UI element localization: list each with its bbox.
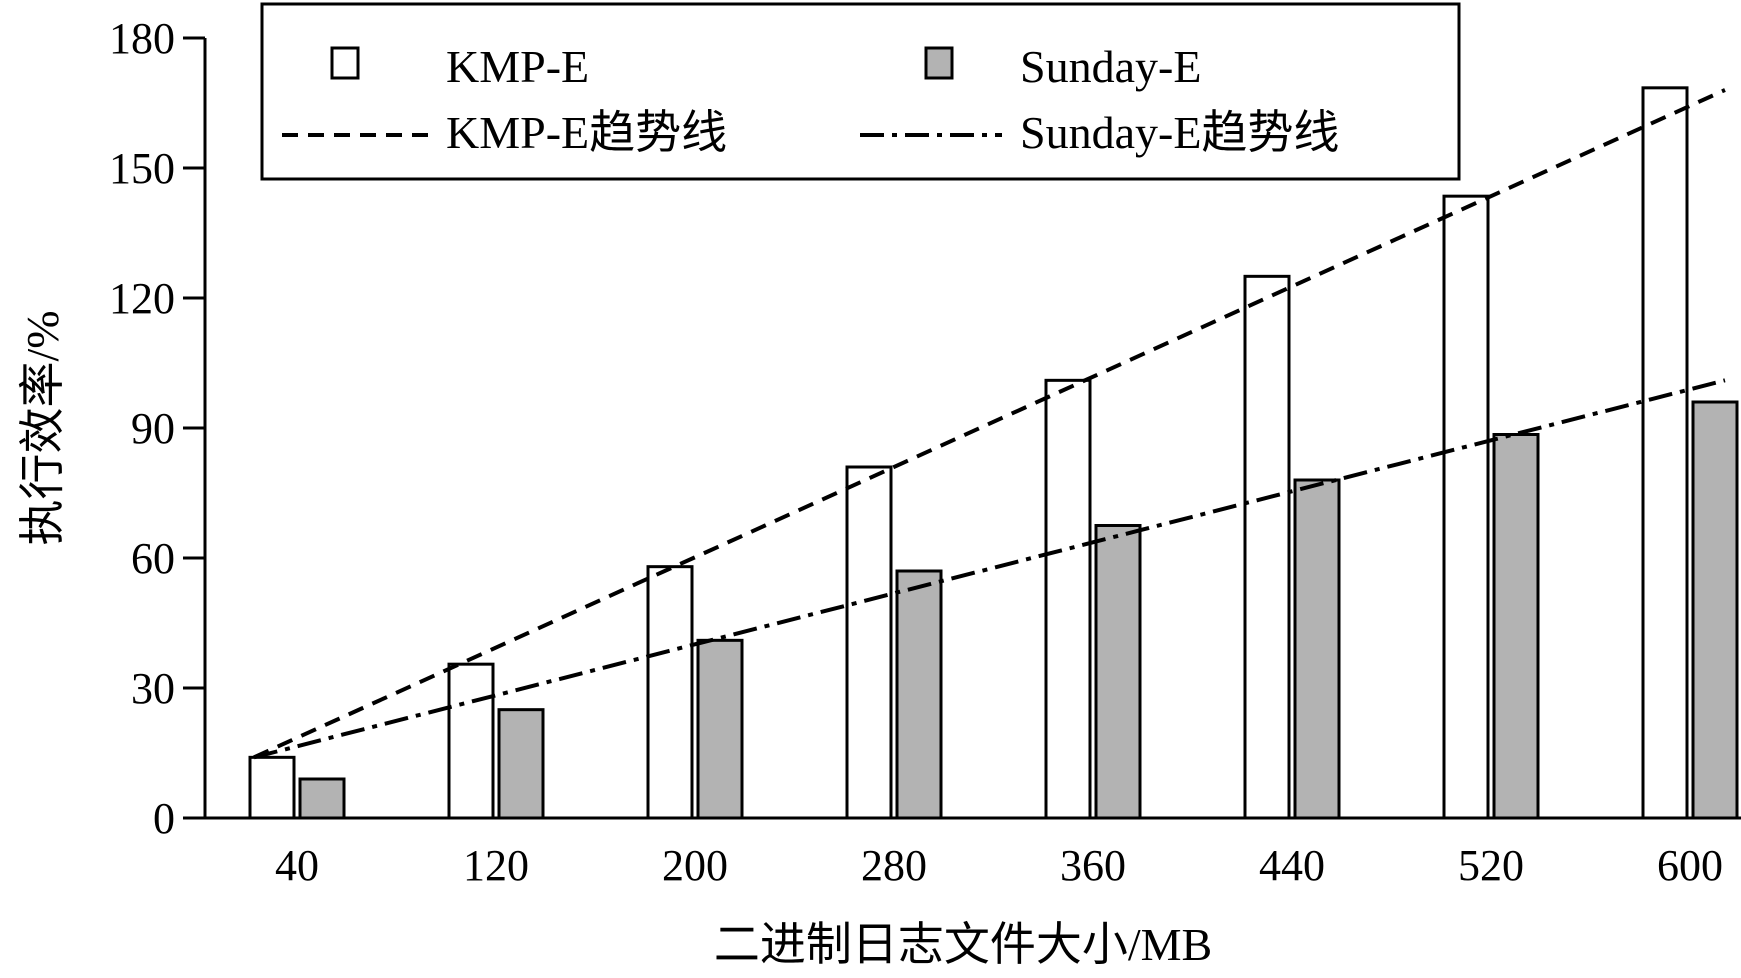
- x-tick-label: 360: [1060, 841, 1126, 890]
- bar-kmp-e-40: [248, 755, 296, 820]
- bar-kmp-e-280: [845, 465, 893, 820]
- bar-sunday-e-440: [1293, 478, 1341, 820]
- x-tick-label: 600: [1657, 841, 1723, 890]
- trendline-kmp: [253, 88, 1726, 760]
- bar-sunday-e-120: [497, 708, 545, 820]
- legend: KMP-E Sunday-E KMP-E趋势线 Sunday-E趋势线: [260, 2, 1461, 181]
- x-tick-label: 200: [662, 841, 728, 890]
- legend-swatch-sunday: [924, 46, 954, 80]
- bars: [248, 86, 1739, 820]
- legend-label-kmp: KMP-E: [446, 41, 589, 92]
- y-tick-label: 0: [153, 794, 175, 843]
- legend-label-sunday: Sunday-E: [1020, 41, 1201, 92]
- bar-kmp-e-360: [1044, 378, 1092, 820]
- y-ticks: 0 30 60 90 120 150 180: [109, 14, 205, 843]
- y-tick-label: 30: [131, 664, 175, 713]
- y-axis-title: 执行效率/%: [17, 310, 68, 545]
- bar-sunday-e-520: [1492, 433, 1540, 820]
- legend-frame: [260, 2, 1461, 181]
- y-tick-label: 180: [109, 14, 175, 63]
- legend-label-sunday-trend: Sunday-E趋势线: [1020, 107, 1339, 158]
- y-tick-label: 120: [109, 274, 175, 323]
- bar-kmp-e-600: [1641, 86, 1689, 820]
- x-tick-label: 440: [1259, 841, 1325, 890]
- bar-kmp-e-200: [646, 565, 694, 820]
- y-tick-label: 60: [131, 534, 175, 583]
- legend-label-kmp-trend: KMP-E趋势线: [446, 107, 727, 158]
- bar-sunday-e-360: [1094, 524, 1142, 820]
- trendline-sunday: [253, 378, 1726, 760]
- bar-kmp-e-520: [1442, 194, 1490, 820]
- bar-sunday-e-40: [298, 777, 346, 820]
- x-tick-label: 280: [861, 841, 927, 890]
- y-tick-label: 90: [131, 404, 175, 453]
- y-tick-label: 150: [109, 144, 175, 193]
- x-ticks: 40 120 200 280 360 440 520 600: [275, 841, 1723, 890]
- bar-sunday-e-280: [895, 569, 943, 820]
- trendlines: [253, 88, 1726, 760]
- bar-kmp-e-440: [1243, 274, 1291, 820]
- x-tick-label: 120: [463, 841, 529, 890]
- x-tick-label: 40: [275, 841, 319, 890]
- x-axis-title: 二进制日志文件大小/MB: [714, 919, 1212, 970]
- bar-sunday-e-200: [696, 638, 744, 820]
- x-tick-label: 520: [1458, 841, 1524, 890]
- bar-kmp-e-120: [447, 662, 495, 820]
- bar-sunday-e-600: [1691, 400, 1739, 820]
- legend-swatch-kmp: [330, 46, 360, 80]
